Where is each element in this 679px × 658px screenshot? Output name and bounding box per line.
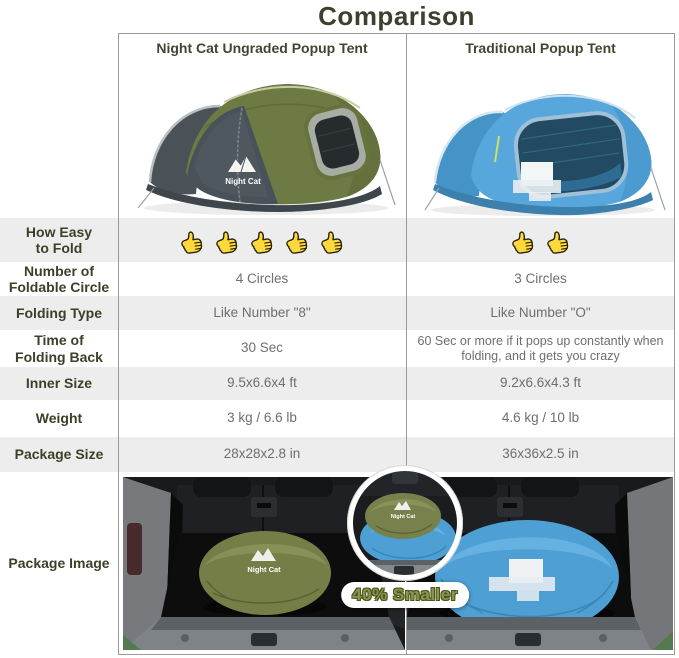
row-label: Inner Size — [25, 375, 93, 392]
night-cat-rating — [178, 225, 347, 255]
thumbs-up-icon — [180, 231, 202, 254]
traditional-tent-image — [424, 94, 666, 216]
header-row: Night Cat Ungraded Popup Tent Traditiona… — [0, 33, 675, 63]
night-cat-logo-text: Night Cat — [225, 177, 261, 186]
column-header-traditional: Traditional Popup Tent — [465, 39, 616, 56]
inset-disc-logo-text: Night Cat — [391, 514, 416, 520]
row-label: Time of Folding Back — [15, 332, 103, 365]
night-cat-value: 30 Sec — [240, 340, 284, 356]
thumbs-up-icon — [250, 231, 272, 254]
thumbs-up-icon — [215, 231, 237, 254]
size-comparison-inset: Night Cat — [347, 465, 463, 581]
column-header-night-cat: Night Cat Ungraded Popup Tent — [156, 39, 368, 56]
traditional-value: Like Number "O" — [490, 304, 591, 320]
row-label: Package Size — [14, 446, 104, 463]
row-how-easy-to-fold: How Easy to Fold — [0, 218, 675, 262]
row-number-of-foldable-circle: Number of Foldable Circle 4 Circles 3 Cir… — [0, 262, 675, 296]
traditional-package-photo — [407, 477, 673, 650]
table-column-divider — [406, 33, 407, 654]
thumbs-up-icon — [511, 231, 533, 254]
page-title: Comparison — [318, 1, 475, 31]
thumbs-up-icon — [320, 231, 342, 254]
row-package-image: Package Image — [0, 472, 675, 655]
traditional-value: 36x36x2.5 in — [502, 446, 579, 462]
traditional-value: 60 Sec or more if it pops up constantly … — [417, 333, 664, 363]
table-border-left — [118, 33, 119, 654]
row-label: Package Image — [8, 555, 110, 572]
row-time-of-folding-back: Time of Folding Back 30 Sec 60 Sec or mor… — [0, 330, 675, 367]
night-cat-value: 9.5x6.6x4 ft — [227, 375, 297, 391]
table-border-bottom — [118, 654, 675, 655]
night-cat-disc-logo-text: Night Cat — [247, 565, 281, 574]
row-label: Folding Type — [15, 304, 103, 321]
row-inner-size: Inner Size 9.5x6.6x4 ft 9.2x6.6x4.3 ft — [0, 367, 675, 400]
night-cat-value: Like Number "8" — [213, 304, 311, 320]
night-cat-tent-image: Night Cat — [137, 84, 396, 215]
traditional-value: 9.2x6.6x4.3 ft — [499, 375, 582, 391]
row-weight: Weight 3 kg / 6.6 lb 4.6 kg / 10 lb — [0, 400, 675, 437]
night-cat-value: 28x28x2.8 in — [223, 446, 301, 462]
row-folding-type: Folding Type Like Number "8" Like Number… — [0, 296, 675, 330]
traditional-value: 3 Circles — [514, 270, 567, 286]
table-border-top — [118, 33, 675, 34]
thumbs-up-icon — [285, 231, 307, 254]
row-label: How Easy to Fold — [25, 223, 93, 256]
traditional-rating — [509, 225, 573, 255]
night-cat-value: 4 Circles — [235, 270, 289, 286]
row-package-size: Package Size 28x28x2.8 in 36x36x2.5 in — [0, 437, 675, 472]
thumbs-up-icon — [546, 231, 568, 254]
table-border-right — [674, 33, 675, 654]
traditional-value: 4.6 kg / 10 lb — [501, 410, 580, 426]
row-label: Number of Foldable Circle — [8, 262, 110, 295]
night-cat-value: 3 kg / 6.6 lb — [227, 410, 297, 426]
smaller-badge: 40% Smaller — [341, 582, 469, 608]
row-label: Weight — [35, 410, 83, 427]
